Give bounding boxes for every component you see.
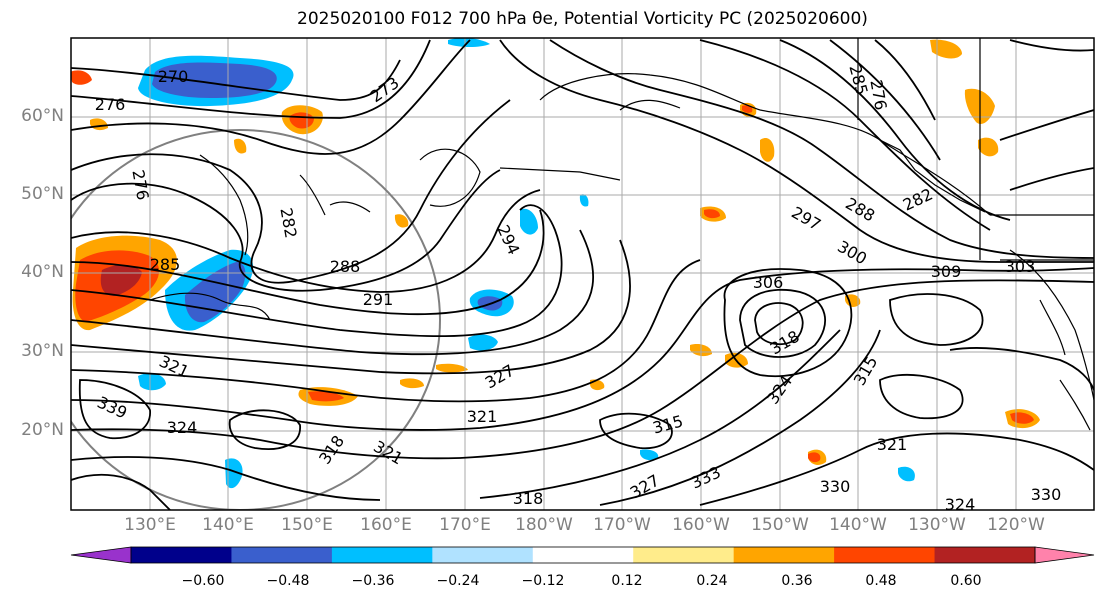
lat-label-60n: 60°N — [21, 106, 64, 126]
colorbar-tick: 0.24 — [696, 573, 728, 589]
lon-label-180w: 180°W — [515, 515, 573, 535]
map-frame — [70, 37, 1095, 511]
lon-label-170e: 170°E — [439, 515, 491, 535]
map-title: 2025020100 F012 700 hPa θe, Potential Vo… — [297, 9, 868, 29]
contour-label: 270 — [158, 67, 189, 86]
colorbar-tick: 0.12 — [611, 573, 643, 589]
lon-label-150e: 150°E — [281, 515, 333, 535]
lon-label-140e: 140°E — [202, 515, 254, 535]
highlight-circle — [71, 129, 441, 510]
colorbar-swatch — [432, 547, 534, 563]
contour-label: 306 — [753, 273, 784, 292]
colorbar-tick: −0.60 — [181, 573, 225, 589]
lon-label-160e: 160°E — [360, 515, 412, 535]
lat-label-30n: 30°N — [21, 341, 64, 361]
colorbar-tick: 0.60 — [950, 573, 982, 589]
lon-label-130e: 130°E — [124, 515, 176, 535]
colorbar-swatch — [934, 547, 1036, 563]
contour-label: 318 — [513, 489, 544, 508]
lon-label-170w: 170°W — [593, 515, 651, 535]
colorbar-swatch — [532, 547, 634, 563]
colorbar-tick: −0.24 — [436, 573, 480, 589]
contour-label: 285 — [150, 255, 181, 274]
colorbar-swatch — [733, 547, 835, 563]
theta-e-contours — [71, 39, 1094, 510]
colorbar — [70, 546, 1095, 564]
colorbar-arrow-high — [1034, 546, 1095, 564]
lon-label-120w: 120°W — [987, 515, 1045, 535]
lat-label-20n: 20°N — [21, 420, 64, 440]
colorbar-tick: −0.36 — [351, 573, 395, 589]
contour-label: 276 — [95, 95, 126, 114]
colorbar-tick: −0.48 — [266, 573, 310, 589]
contour-label: 321 — [877, 435, 908, 454]
contour-label: 324 — [945, 495, 976, 514]
contour-label: 330 — [1031, 485, 1062, 504]
contour-label: 288 — [330, 257, 361, 276]
contour-label: 303 — [1005, 257, 1036, 276]
colorbar-swatch — [633, 547, 735, 563]
lon-label-140w: 140°W — [829, 515, 887, 535]
colorbar-tick: 0.36 — [781, 573, 813, 589]
colorbar-swatch — [834, 547, 936, 563]
colorbar-tick: 0.48 — [865, 573, 897, 589]
contour-label: 309 — [931, 262, 962, 281]
lon-label-130w: 130°W — [908, 515, 966, 535]
colorbar-swatch — [131, 547, 232, 563]
colorbar-swatch — [231, 547, 333, 563]
lon-label-160w: 160°W — [672, 515, 730, 535]
contour-label: 324 — [167, 418, 198, 437]
contour-label: 291 — [363, 290, 394, 309]
lat-label-50n: 50°N — [21, 184, 64, 204]
lon-label-150w: 150°W — [751, 515, 809, 535]
lat-label-40n: 40°N — [21, 262, 64, 282]
colorbar-outline — [130, 546, 1036, 564]
colorbar-swatch — [331, 547, 433, 563]
contour-label: 330 — [820, 477, 851, 496]
colorbar-arrow-low — [70, 546, 132, 564]
contour-label: 321 — [467, 407, 498, 426]
colorbar-tick: −0.12 — [521, 573, 565, 589]
